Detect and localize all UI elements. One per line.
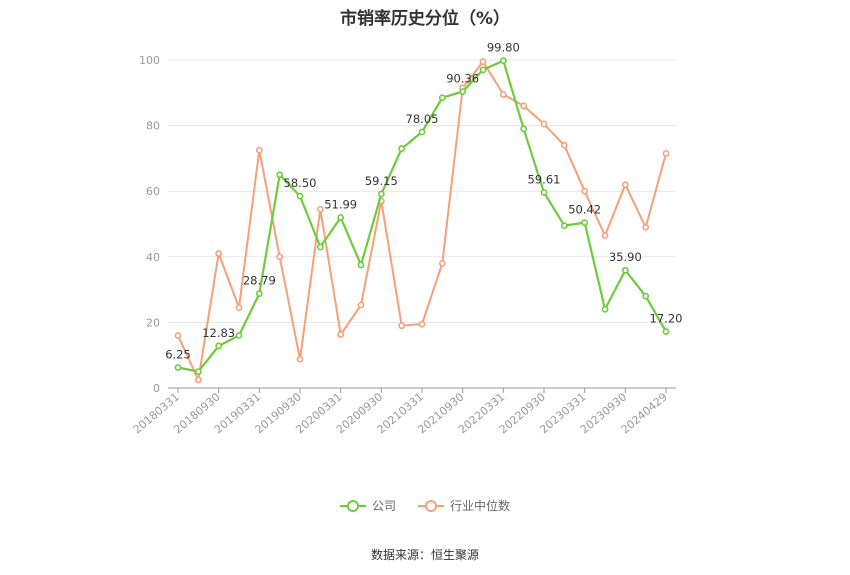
- data-label: 6.25: [165, 348, 191, 362]
- data-point-s1: [499, 91, 507, 98]
- data-point-s1: [174, 332, 182, 339]
- data-point-s1: [438, 259, 446, 267]
- data-point-s1: [398, 322, 406, 330]
- data-point-s1: [642, 223, 650, 231]
- data-point-s0: [520, 125, 528, 133]
- data-point-s0: [398, 145, 406, 152]
- data-point-s0: [316, 243, 324, 251]
- axes: 0204060801002018033120180930201903312019…: [131, 54, 676, 436]
- data-point-s1: [540, 120, 548, 128]
- data-label: 59.61: [528, 172, 561, 186]
- data-label: 58.50: [284, 176, 317, 190]
- series-group: [174, 57, 670, 384]
- data-labels: 6.25 12.83 28.79 58.50 51.99 59.15 78.05 90.36 9…: [165, 41, 682, 362]
- y-tick-label: 20: [146, 316, 160, 329]
- data-point-s0: [174, 364, 182, 371]
- data-label: 90.36: [446, 72, 479, 86]
- data-point-s0: [418, 128, 426, 136]
- legend-line-marker-icon: [339, 499, 366, 513]
- y-tick-label: 100: [139, 54, 160, 67]
- data-point-s1: [621, 181, 629, 189]
- legend-item-industry-median[interactable]: 行业中位数: [418, 497, 510, 514]
- data-point-s0: [581, 219, 589, 227]
- data-label: 12.83: [202, 326, 235, 340]
- data-point-s1: [357, 301, 365, 309]
- data-point-s1: [662, 150, 670, 157]
- data-label: 28.79: [243, 274, 276, 288]
- legend-label-industry-median: 行业中位数: [450, 499, 511, 513]
- legend-item-company[interactable]: 公司: [339, 497, 396, 514]
- y-tick-label: 40: [146, 251, 160, 264]
- data-point-s0: [662, 328, 670, 335]
- data-point-s0: [499, 57, 507, 65]
- data-point-s0: [540, 189, 548, 196]
- y-tick-label: 80: [146, 120, 160, 133]
- chart-title: 市销率历史分位（%）: [339, 9, 511, 29]
- data-point-s1: [479, 58, 487, 66]
- data-point-s0: [459, 88, 467, 96]
- data-point-s0: [601, 305, 609, 313]
- legend: 公司 行业中位数: [0, 497, 850, 514]
- data-label: 51.99: [324, 197, 357, 211]
- data-point-s0: [438, 94, 446, 102]
- data-point-s1: [276, 253, 284, 261]
- data-point-s1: [520, 102, 528, 110]
- data-point-s0: [235, 332, 243, 339]
- data-label: 50.42: [568, 203, 601, 217]
- data-point-s1: [581, 187, 589, 195]
- data-point-s1: [215, 250, 223, 257]
- data-point-s1: [296, 355, 304, 363]
- data-point-s1: [194, 376, 202, 384]
- data-point-s0: [560, 222, 568, 230]
- data-label: 17.20: [650, 312, 683, 326]
- data-label: 35.90: [609, 250, 642, 264]
- data-label: 99.80: [487, 41, 520, 55]
- data-source-note: 数据来源：恒生聚源: [370, 548, 479, 562]
- data-point-s1: [255, 146, 263, 154]
- data-point-s1: [337, 331, 345, 338]
- series-line-1: [177, 60, 667, 381]
- data-point-s0: [642, 292, 650, 300]
- data-point-s0: [215, 342, 223, 350]
- data-point-s1: [418, 320, 426, 328]
- data-point-s1: [560, 141, 568, 149]
- data-point-s0: [377, 190, 385, 198]
- data-point-s0: [357, 261, 365, 269]
- data-label: 78.05: [406, 112, 439, 126]
- data-point-s0: [479, 66, 487, 74]
- data-label: 59.15: [365, 174, 398, 188]
- line-chart: 0204060801002018033120180930201903312019…: [131, 41, 683, 437]
- data-point-s0: [621, 266, 629, 274]
- data-point-s0: [194, 368, 202, 375]
- data-point-s0: [255, 290, 263, 297]
- legend-label-company: 公司: [371, 499, 396, 513]
- y-tick-label: 0: [153, 382, 160, 395]
- data-point-s0: [276, 171, 284, 179]
- y-tick-label: 60: [146, 185, 160, 198]
- data-point-s1: [316, 205, 324, 213]
- data-point-s1: [235, 304, 243, 312]
- data-point-s0: [337, 214, 345, 221]
- legend-line-marker-icon: [418, 499, 444, 513]
- data-point-s1: [601, 232, 609, 239]
- data-point-s0: [296, 192, 304, 200]
